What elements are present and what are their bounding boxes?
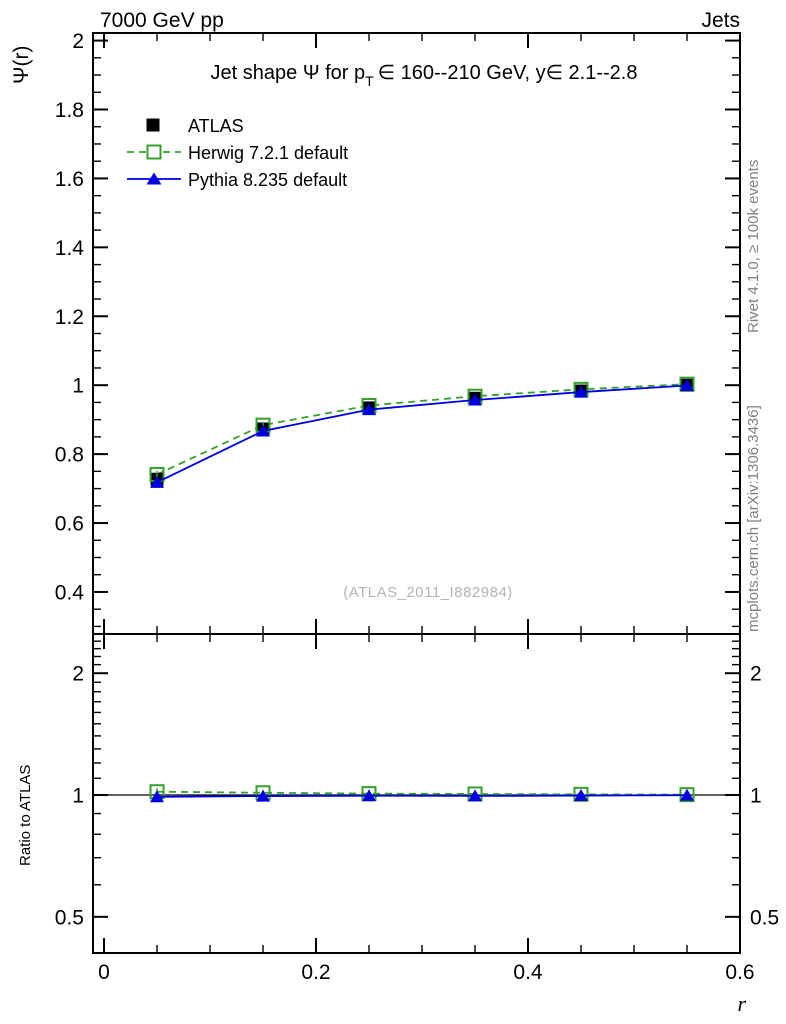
plot-title: Jet shape Ψ for pT ∈ 160--210 GeV, y∈ 2.1… xyxy=(211,62,638,89)
svg-text:0.5: 0.5 xyxy=(750,906,779,929)
ratio-y-ticks xyxy=(93,640,740,918)
svg-text:2: 2 xyxy=(72,30,84,53)
svg-text:0.5: 0.5 xyxy=(55,906,84,929)
rivet-version-label: Rivet 4.1.0, ≥ 100k events xyxy=(745,160,762,333)
plot-frame xyxy=(92,32,741,954)
legend-label-herwig: Herwig 7.2.1 default xyxy=(188,143,348,163)
legend-item-pythia: Pythia 8.235 default xyxy=(127,170,347,190)
atlas-marker-icon xyxy=(146,118,160,132)
chart-layer: 0 0.2 0.4 0.6 0.4 0.6 0.8 1 1.2 1.4 1.6 1.8 2 0.5 0.5 1… xyxy=(55,30,779,984)
legend-label-atlas: ATLAS xyxy=(188,116,244,136)
svg-text:0.6: 0.6 xyxy=(55,513,84,536)
svg-text:1.8: 1.8 xyxy=(55,99,84,122)
analysis-id-watermark: (ATLAS_2011_I882984) xyxy=(343,584,513,601)
y-axis-label: Ψ(r) xyxy=(10,45,33,84)
svg-text:1: 1 xyxy=(72,785,84,808)
x-tick-labels: 0 0.2 0.4 0.6 xyxy=(98,961,754,984)
svg-text:0.8: 0.8 xyxy=(55,444,84,467)
beam-energy-label: 7000 GeV pp xyxy=(100,9,224,32)
pythia-marker-icon xyxy=(146,172,162,185)
x-axis-label: r xyxy=(737,991,746,1016)
legend-item-herwig: Herwig 7.2.1 default xyxy=(127,143,348,163)
svg-text:1: 1 xyxy=(750,785,762,808)
main-y-ticks xyxy=(93,39,740,628)
svg-text:0: 0 xyxy=(98,961,110,984)
mcplots-source-label: mcplots.cern.ch [arXiv:1306.3436] xyxy=(745,405,762,632)
svg-text:0.4: 0.4 xyxy=(513,961,543,984)
pythia-points xyxy=(150,379,695,488)
main-y-tick-labels: 0.4 0.6 0.8 1 1.2 1.4 1.6 1.8 2 xyxy=(55,30,85,604)
ratio-y-axis-label: Ratio to ATLAS xyxy=(17,765,34,866)
analysis-group-label: Jets xyxy=(701,9,740,32)
svg-text:1.6: 1.6 xyxy=(55,168,84,191)
legend-item-atlas: ATLAS xyxy=(146,116,244,136)
herwig-points xyxy=(149,376,695,482)
svg-text:0.6: 0.6 xyxy=(725,961,754,984)
ratio-herwig xyxy=(149,784,695,803)
pythia-curve xyxy=(156,384,688,484)
herwig-curve xyxy=(156,383,688,476)
svg-text:2: 2 xyxy=(750,663,762,686)
svg-text:1.4: 1.4 xyxy=(55,237,85,260)
svg-text:2: 2 xyxy=(72,663,84,686)
legend: ATLAS Herwig 7.2.1 default Pythia 8.235 … xyxy=(127,116,348,190)
svg-text:0.2: 0.2 xyxy=(301,961,330,984)
ratio-pythia xyxy=(150,788,695,803)
legend-label-pythia: Pythia 8.235 default xyxy=(188,170,347,190)
atlas-points xyxy=(150,378,694,486)
svg-text:0.4: 0.4 xyxy=(55,581,85,604)
svg-text:1: 1 xyxy=(72,375,84,398)
herwig-marker-icon xyxy=(146,144,162,160)
ratio-y-tick-labels: 0.5 0.5 1 1 2 2 xyxy=(55,663,779,930)
svg-text:1.2: 1.2 xyxy=(55,306,84,329)
